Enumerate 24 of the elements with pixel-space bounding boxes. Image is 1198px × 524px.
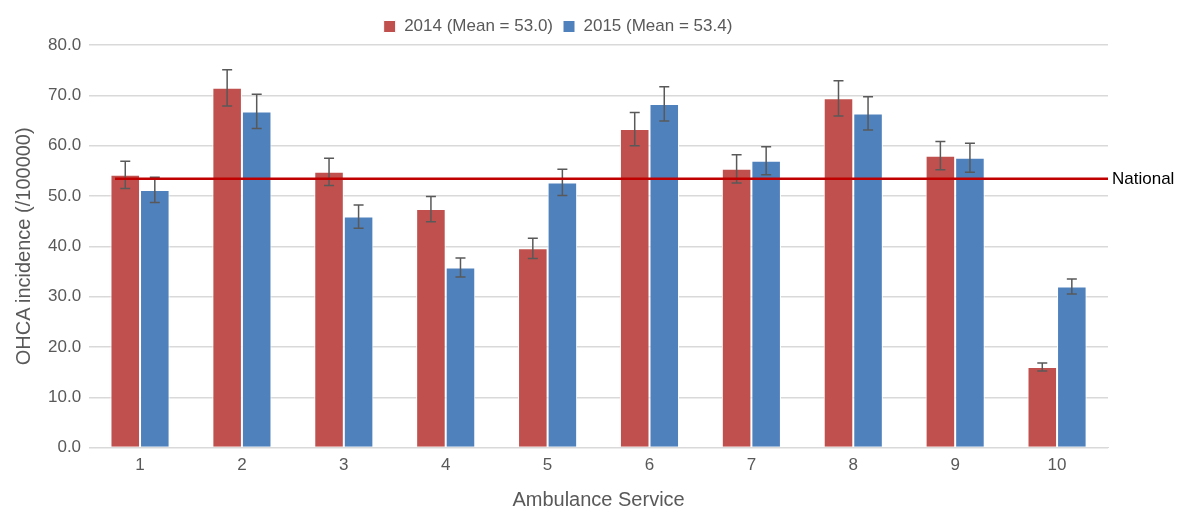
y-tick-label: 50.0 — [47, 185, 82, 205]
y-tick-label: 30.0 — [47, 286, 82, 306]
y-tick-label: 20.0 — [47, 336, 82, 356]
x-tick-label: 7 — [746, 455, 757, 475]
y-tick-label: 10.0 — [47, 386, 82, 406]
y-axis-title: OHCA incidence (/100000) — [11, 127, 34, 366]
x-tick-label: 6 — [644, 455, 655, 475]
x-tick-label: 3 — [339, 455, 349, 475]
legend-label: 2014 (Mean = 53.0) — [404, 16, 554, 36]
legend-label: 2015 (Mean = 53.4) — [583, 16, 733, 36]
x-axis-title: Ambulance Service — [512, 487, 685, 510]
x-tick-label: 2 — [237, 455, 247, 475]
y-tick-label: 80.0 — [47, 34, 82, 54]
y-tick-label: 70.0 — [47, 85, 82, 105]
y-tick-label: 60.0 — [47, 135, 82, 155]
x-tick-label: 8 — [848, 455, 859, 475]
x-tick-label: 4 — [440, 455, 451, 475]
x-tick-label: 5 — [542, 455, 553, 475]
x-tick-label: 1 — [135, 455, 145, 475]
x-tick-label: 10 — [1047, 455, 1067, 475]
x-tick-label: 9 — [950, 455, 960, 475]
y-tick-label: 0.0 — [57, 437, 82, 457]
ref-line-label: National — [1112, 169, 1175, 189]
y-tick-label: 40.0 — [47, 235, 82, 255]
